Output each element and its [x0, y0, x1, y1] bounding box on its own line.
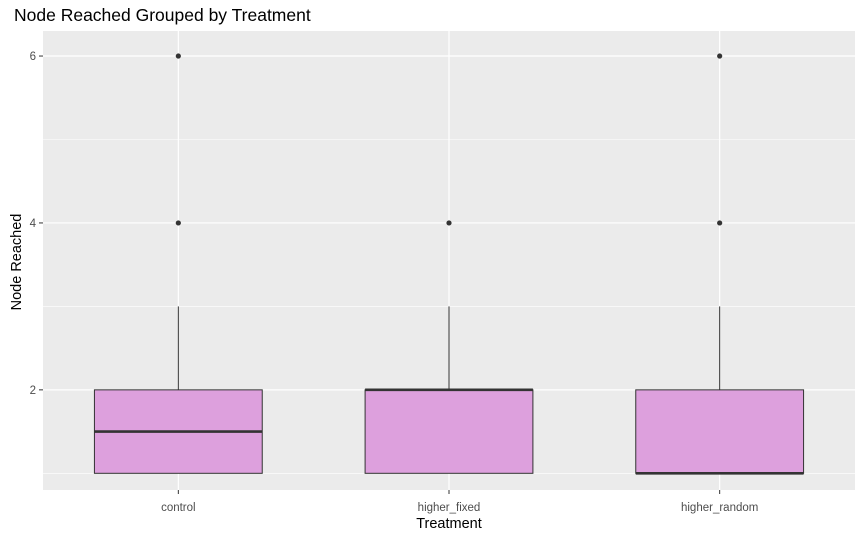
- box-iqr: [364, 389, 534, 474]
- outlier-point: [717, 220, 723, 226]
- chart-title: Node Reached Grouped by Treatment: [14, 5, 311, 25]
- outlier-point: [175, 220, 181, 226]
- outlier-point: [175, 53, 181, 59]
- boxplot-series: [93, 53, 805, 475]
- box-higher_fixed: [364, 220, 534, 474]
- outlier-point: [717, 53, 723, 59]
- x-tick-label: higher_fixed: [418, 502, 481, 514]
- x-axis-title: Treatment: [416, 516, 482, 532]
- outlier-point: [446, 220, 452, 226]
- y-axis-title: Node Reached: [9, 213, 25, 311]
- box-higher_random: [635, 53, 805, 475]
- x-tick-label: higher_random: [681, 502, 758, 514]
- y-tick-label: 6: [30, 51, 36, 63]
- x-tick-label: control: [161, 502, 196, 514]
- y-tick-label: 4: [30, 218, 37, 230]
- box-iqr: [635, 389, 805, 474]
- x-axis: control higher_fixed higher_random: [161, 490, 758, 514]
- y-tick-label: 2: [30, 385, 36, 397]
- y-axis: 2 4 6: [30, 51, 43, 397]
- box-control: [93, 53, 263, 474]
